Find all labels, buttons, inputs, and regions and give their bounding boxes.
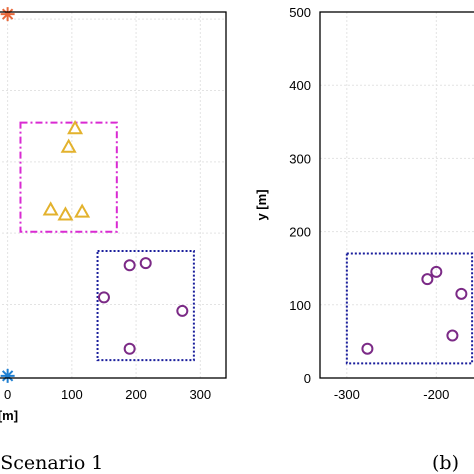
panel-a-x-tick-label: 200: [125, 387, 147, 402]
panel-b-region-navy-box: [345, 252, 474, 365]
panel-a-triangle-point: [57, 206, 74, 221]
panel-b-frame: [319, 11, 474, 379]
panel-b-y-tick-label: 0: [304, 371, 311, 386]
panel-a-star-orange-point: [0, 7, 15, 22]
panel-a-frame: [0, 11, 227, 379]
panel-a-region-magenta-box: [19, 121, 118, 233]
panel-b-grid: [320, 11, 474, 379]
panel-a-caption: (a) Scenario 1: [0, 452, 103, 474]
panel-a-star-blue-point: [0, 368, 15, 383]
panel-b-circle-point: [446, 329, 459, 342]
panel-a-circle-point: [123, 259, 136, 272]
panel-b-y-tick-label: 400: [289, 78, 311, 93]
panel-b-y-axis-label: y [m]: [254, 189, 269, 220]
panel-a-grid: [0, 12, 226, 378]
panel-a-marks: [0, 7, 189, 383]
panel-a-x-tick-label: 300: [189, 387, 211, 402]
panel-a-circle-point: [97, 291, 110, 304]
panel-a-triangle-point: [60, 138, 77, 153]
panel-b-caption: (b): [432, 452, 459, 474]
panel-a-regions: [19, 121, 195, 362]
panel-a-triangle-point: [67, 119, 84, 135]
panel-a-region-navy-box: [96, 250, 195, 362]
panel-b-circle-point: [455, 287, 468, 300]
panel-b-circle-point: [430, 265, 443, 278]
panel-a-circle-point: [139, 257, 152, 270]
panel-a-x-tick-label: 100: [61, 387, 83, 402]
panel-a-ticks: 0 100 200 300: [4, 387, 211, 402]
panel-b-circle-point: [421, 273, 434, 286]
panel-a-triangle-point: [74, 203, 91, 218]
panel-b-regions: [345, 252, 474, 365]
panel-b-y-tick-label: 500: [289, 5, 311, 20]
panel-b-x-tick-label: -300: [334, 387, 360, 402]
panel-b-y-tick-label: 200: [289, 225, 311, 240]
panel-b-circle-point: [361, 342, 374, 355]
panel-a-x-axis-label: x [m]: [0, 408, 18, 423]
panel-b-marks: [361, 265, 468, 355]
panel-b-y-tick-label: 300: [289, 151, 311, 166]
panel-a: 0 100 200 300 x [m] (a) Scenario 1: [0, 7, 227, 474]
panel-a-circle-point: [176, 304, 189, 317]
panel-b-x-tick-label: -200: [423, 387, 449, 402]
panel-a-circle-point: [123, 342, 136, 355]
panel-a-triangle-point: [42, 201, 59, 216]
panel-b-y-tick-label: 100: [289, 298, 311, 313]
panel-a-x-tick-label: 0: [4, 387, 11, 402]
